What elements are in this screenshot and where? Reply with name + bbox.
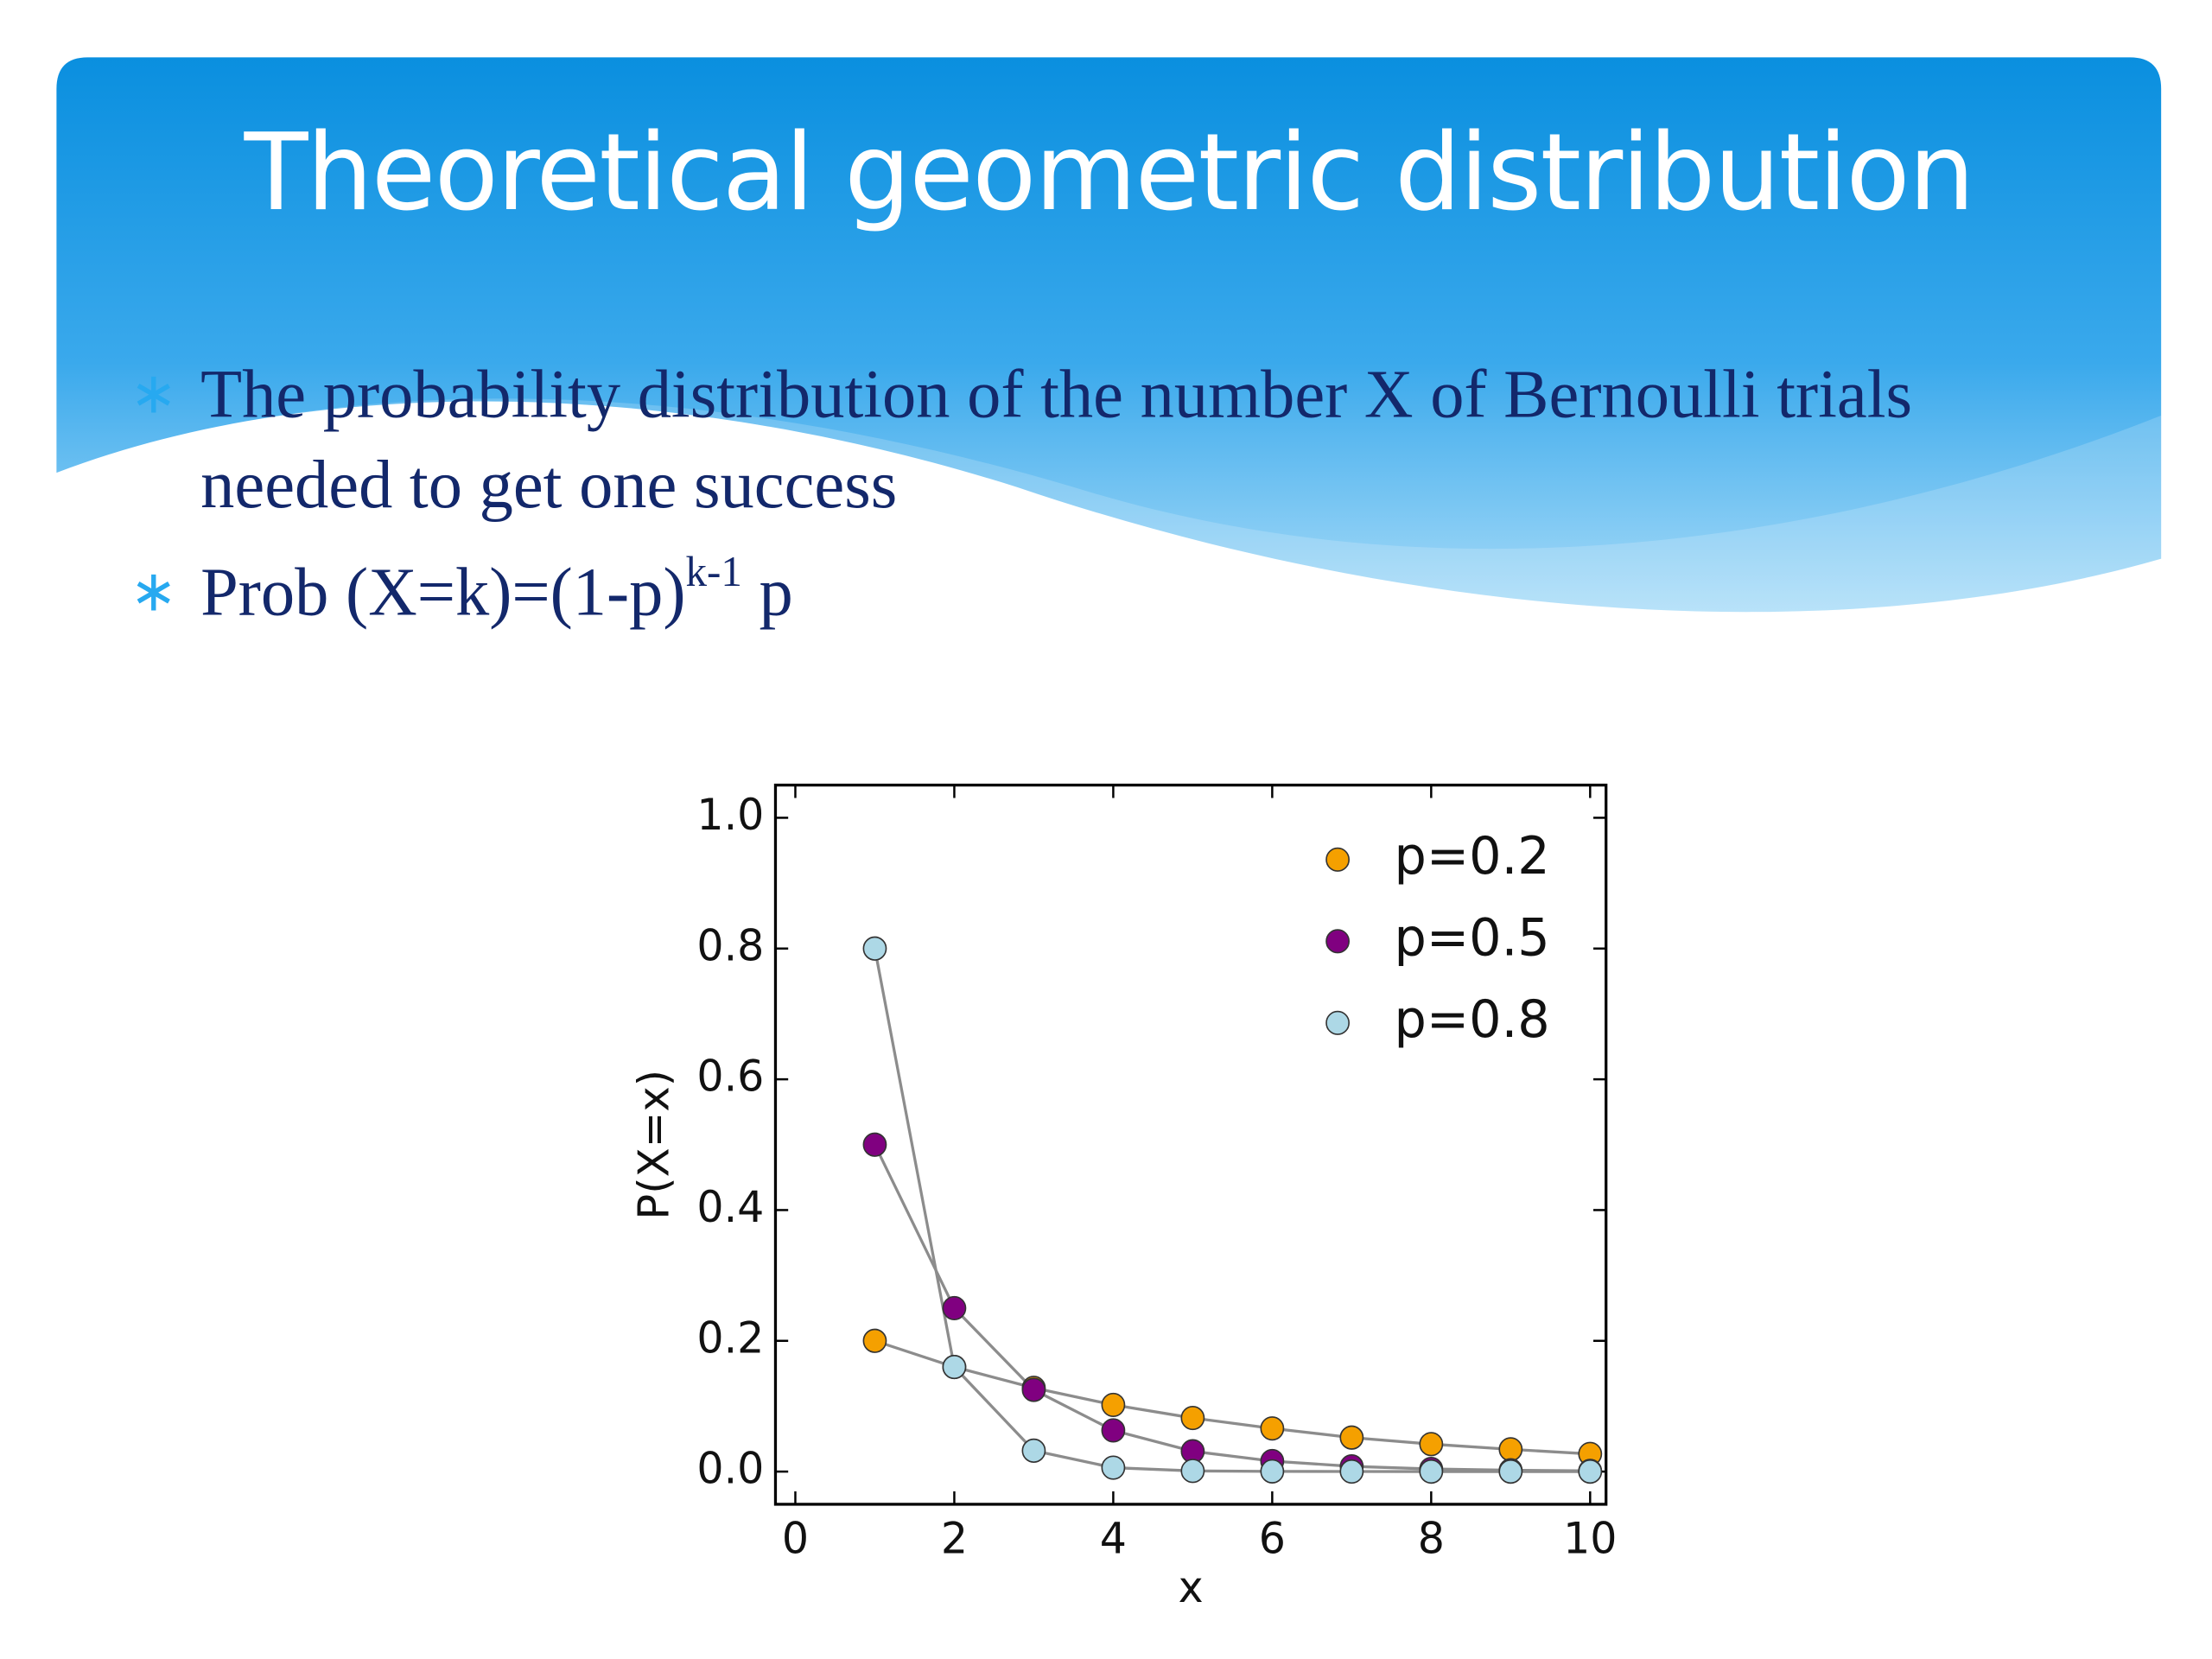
y-tick-label: 0.0: [696, 1443, 764, 1493]
marker: [1260, 1416, 1285, 1441]
x-tick-label: 2: [941, 1513, 968, 1563]
marker: [1498, 1437, 1523, 1462]
bullet-list: The probability distribution of the numb…: [127, 350, 2076, 655]
formula: Prob (X=k)=(1-p): [200, 554, 686, 631]
slide-title: Theoretical geometric distribution: [244, 111, 1975, 235]
legend-marker: [1325, 1010, 1350, 1035]
marker: [862, 936, 887, 961]
marker: [1101, 1455, 1126, 1480]
marker: [1180, 1405, 1205, 1431]
marker: [1419, 1459, 1444, 1484]
plot-frame: [773, 783, 1608, 1506]
marker: [1498, 1459, 1523, 1484]
bullet: Prob (X=k)=(1-p)k-1 p: [127, 547, 2076, 637]
x-tick-label: 6: [1259, 1513, 1286, 1563]
marker: [1339, 1425, 1364, 1450]
marker: [942, 1354, 967, 1380]
marker: [1260, 1459, 1285, 1484]
marker: [1021, 1438, 1046, 1463]
legend-marker: [1325, 929, 1350, 954]
formula-exponent: k-1: [685, 549, 742, 596]
legend-label: p=0.2: [1394, 826, 1549, 887]
legend-marker: [1325, 847, 1350, 872]
y-tick-label: 1.0: [696, 790, 764, 840]
series-line: [873, 1144, 1591, 1473]
marker: [1101, 1392, 1126, 1418]
marker: [1339, 1459, 1364, 1484]
marker: [942, 1295, 967, 1321]
marker: [862, 1132, 887, 1157]
marker: [1101, 1418, 1126, 1443]
x-tick-label: 0: [782, 1513, 809, 1563]
y-tick-label: 0.2: [696, 1313, 764, 1363]
legend-label: p=0.8: [1394, 989, 1549, 1050]
formula-tail: p: [759, 554, 793, 631]
x-tick-label: 8: [1418, 1513, 1445, 1563]
bullet-text: The probability distribution of the numb…: [200, 356, 1913, 524]
marker: [1180, 1459, 1205, 1484]
marker: [1419, 1432, 1444, 1457]
y-tick-label: 0.8: [696, 920, 764, 970]
marker: [862, 1328, 887, 1353]
y-axis-label: P(X=x): [629, 1070, 679, 1220]
y-tick-label: 0.6: [696, 1051, 764, 1101]
series-line: [874, 1339, 1591, 1456]
bullet: The probability distribution of the numb…: [127, 350, 2076, 531]
x-tick-label: 4: [1100, 1513, 1127, 1563]
x-axis-label: x: [1179, 1562, 1204, 1612]
series-line: [873, 948, 1591, 1473]
x-tick-label: 10: [1563, 1513, 1617, 1563]
y-tick-label: 0.4: [696, 1182, 764, 1232]
marker: [1021, 1377, 1046, 1402]
marker: [1578, 1459, 1603, 1484]
plot: 0 2 4 6 8 10 0.0 0.2 0.4 0.6 0.8 1.0 x P(X=x) p=0.2 p=0…: [629, 783, 1617, 1612]
legend-label: p=0.5: [1394, 907, 1549, 968]
